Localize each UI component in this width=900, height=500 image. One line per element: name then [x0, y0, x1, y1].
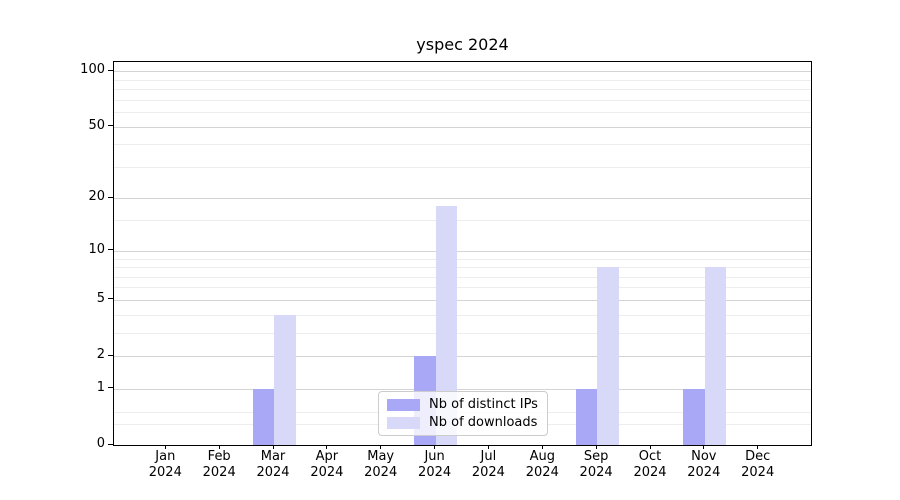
x-tick-mark [595, 445, 597, 449]
x-tick-mark [649, 445, 651, 449]
x-tick-mark [541, 445, 543, 449]
x-tick-label-dec: Dec 2024 [741, 449, 775, 480]
x-tick-label-feb: Feb 2024 [202, 449, 236, 480]
x-tick-label-aug: Aug 2024 [525, 449, 559, 480]
y-tick-mark [108, 196, 113, 198]
gridline-minor [114, 314, 811, 316]
y-tick-mark [108, 69, 113, 71]
x-tick-mark [757, 445, 759, 449]
chart-title: yspec 2024 [416, 35, 509, 54]
x-tick-label-apr: Apr 2024 [310, 449, 344, 480]
x-tick-mark [434, 445, 436, 449]
gridline-minor [114, 220, 811, 222]
x-tick-mark [272, 445, 274, 449]
y-tick-mark [108, 387, 113, 389]
legend-item-downloads: Nb of downloads [387, 415, 538, 430]
x-tick-mark [164, 445, 166, 449]
x-tick-mark [326, 445, 328, 449]
gridline-minor [114, 89, 811, 90]
y-tick-mark [108, 249, 113, 251]
bar-distinct-ips-sep [575, 388, 598, 445]
legend-swatch-downloads-icon [387, 416, 420, 429]
gridline-minor [114, 79, 811, 81]
bar-downloads-nov [704, 267, 727, 445]
x-tick-label-mar: Mar 2024 [256, 449, 290, 480]
y-tick-label: 5 [96, 290, 105, 306]
x-tick-mark [703, 445, 705, 449]
legend-label-distinct-ips: Nb of distinct IPs [429, 397, 538, 412]
gridline-major [114, 71, 811, 73]
y-tick-label: 100 [80, 62, 105, 78]
x-tick-label-sep: Sep 2024 [579, 449, 613, 480]
y-tick-label: 1 [96, 379, 105, 395]
x-tick-mark [218, 445, 220, 449]
y-tick-mark [108, 443, 113, 445]
y-tick-mark [108, 125, 113, 126]
x-tick-label-nov: Nov 2024 [687, 449, 721, 480]
x-tick-label-jan: Jan 2024 [148, 449, 182, 480]
legend-item-distinct-ips: Nb of distinct IPs [387, 397, 538, 412]
gridline-minor [114, 99, 811, 101]
gridline-major [114, 198, 811, 200]
gridline-major [114, 126, 811, 128]
gridline-major [114, 299, 811, 301]
y-tick-mark [108, 298, 113, 300]
x-tick-label-oct: Oct 2024 [633, 449, 667, 480]
bar-downloads-sep [597, 267, 619, 445]
y-tick-label: 20 [88, 189, 105, 205]
y-tick-label: 10 [88, 241, 105, 257]
gridline-minor [114, 111, 811, 113]
x-tick-label-may: May 2024 [364, 449, 398, 480]
x-tick-mark [380, 445, 382, 449]
gridline-major [114, 388, 811, 390]
gridline-major [114, 250, 811, 252]
y-tick-label: 2 [96, 347, 105, 362]
legend-label-downloads: Nb of downloads [429, 415, 538, 430]
plot-area [113, 61, 812, 446]
legend: Nb of distinct IPs Nb of downloads [378, 391, 548, 436]
gridline-minor [114, 166, 811, 168]
gridline-minor [114, 258, 811, 260]
bar-downloads-jun [435, 206, 458, 445]
y-tick-label: 50 [88, 117, 105, 133]
bar-distinct-ips-nov [683, 388, 705, 445]
y-tick-label: 0 [96, 436, 105, 451]
x-tick-label-jul: Jul 2024 [471, 449, 505, 480]
legend-swatch-distinct-ips-icon [387, 398, 420, 411]
x-tick-mark [487, 445, 489, 449]
gridline-major [114, 356, 811, 357]
gridline-minor [114, 267, 811, 268]
gridline-minor [114, 332, 811, 334]
x-tick-label-jun: Jun 2024 [418, 449, 452, 480]
y-tick-mark [108, 354, 113, 356]
bar-distinct-ips-mar [252, 388, 274, 445]
gridline-minor [114, 276, 811, 278]
gridline-minor [114, 144, 811, 146]
gridline-minor [114, 287, 811, 289]
bar-downloads-mar [274, 314, 296, 445]
